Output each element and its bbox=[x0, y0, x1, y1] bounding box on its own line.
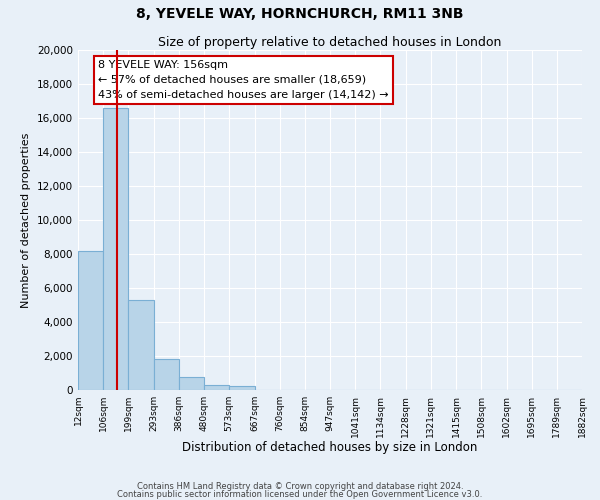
Text: 8 YEVELE WAY: 156sqm
← 57% of detached houses are smaller (18,659)
43% of semi-d: 8 YEVELE WAY: 156sqm ← 57% of detached h… bbox=[98, 60, 389, 100]
Bar bbox=[179, 376, 204, 390]
Text: Contains HM Land Registry data © Crown copyright and database right 2024.: Contains HM Land Registry data © Crown c… bbox=[137, 482, 463, 491]
Title: Size of property relative to detached houses in London: Size of property relative to detached ho… bbox=[158, 36, 502, 49]
Text: 8, YEVELE WAY, HORNCHURCH, RM11 3NB: 8, YEVELE WAY, HORNCHURCH, RM11 3NB bbox=[136, 8, 464, 22]
Bar bbox=[229, 386, 254, 390]
Bar bbox=[154, 358, 179, 390]
Bar bbox=[128, 300, 154, 390]
Bar bbox=[204, 385, 229, 390]
Y-axis label: Number of detached properties: Number of detached properties bbox=[22, 132, 31, 308]
X-axis label: Distribution of detached houses by size in London: Distribution of detached houses by size … bbox=[182, 441, 478, 454]
Bar bbox=[78, 252, 103, 390]
Text: Contains public sector information licensed under the Open Government Licence v3: Contains public sector information licen… bbox=[118, 490, 482, 499]
Bar bbox=[103, 108, 128, 390]
